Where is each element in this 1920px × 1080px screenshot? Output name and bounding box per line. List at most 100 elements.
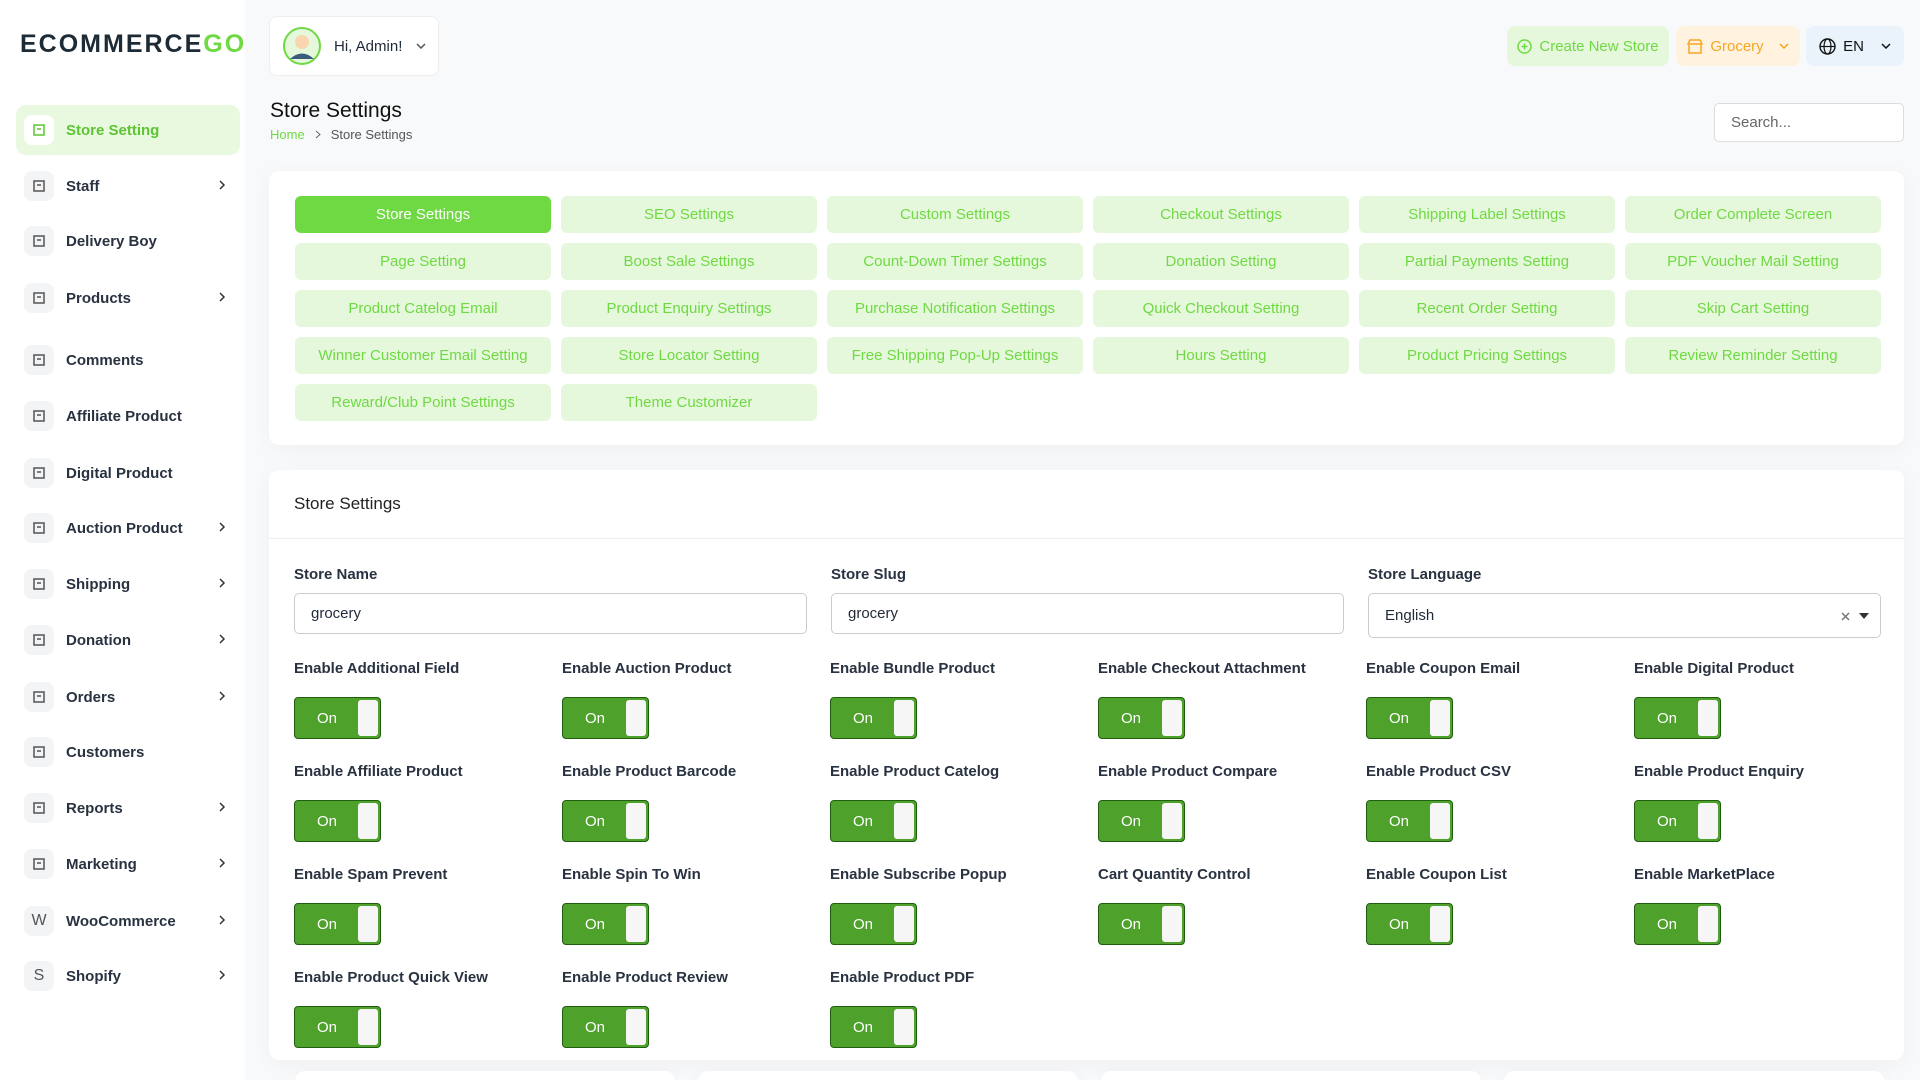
toggle-switch[interactable]: On (294, 1006, 381, 1048)
form-field: Store Language English (1368, 566, 1881, 638)
settings-tab[interactable]: Hours Setting (1093, 337, 1349, 374)
nav-item[interactable]: Donation (16, 615, 240, 665)
field-input[interactable]: grocery (294, 593, 807, 634)
nav-item[interactable]: Orders (16, 672, 240, 722)
toggle-switch[interactable]: On (294, 697, 381, 739)
language-select[interactable]: EN (1806, 26, 1904, 66)
toggle-label: Enable Auction Product (562, 660, 732, 677)
settings-tab[interactable]: Order Complete Screen (1625, 196, 1881, 233)
toggle-switch[interactable]: On (1634, 903, 1721, 945)
form-field: Store Slug grocery (831, 566, 1344, 634)
nav-icon (24, 569, 54, 599)
settings-tab[interactable]: Free Shipping Pop-Up Settings (827, 337, 1083, 374)
toggle-field: Enable Product Catelog On (830, 763, 1084, 842)
settings-tab[interactable]: PDF Voucher Mail Setting (1625, 243, 1881, 280)
toggle-switch[interactable]: On (1634, 800, 1721, 842)
chevron (219, 802, 226, 812)
settings-tab[interactable]: Product Enquiry Settings (561, 290, 817, 327)
create-store-button[interactable]: Create New Store (1507, 26, 1669, 66)
nav-label: Orders (66, 688, 116, 706)
toggle-knob (1162, 700, 1182, 736)
field-input[interactable]: grocery (831, 593, 1344, 634)
nav-icon (24, 793, 54, 823)
search-input[interactable]: Search... (1714, 103, 1904, 142)
nav-icon (24, 345, 54, 375)
toggle-field: Enable Product Review On (562, 969, 816, 1048)
toggle-switch[interactable]: On (1366, 903, 1453, 945)
store-select[interactable]: Grocery (1676, 26, 1800, 66)
toggle-switch[interactable]: On (830, 903, 917, 945)
settings-tab[interactable]: Reward/Club Point Settings (295, 384, 551, 421)
nav-label: Customers (66, 743, 145, 761)
settings-tab[interactable]: Theme Customizer (561, 384, 817, 421)
settings-tab[interactable]: Winner Customer Email Setting (295, 337, 551, 374)
nav-item[interactable]: Shipping (16, 559, 240, 609)
settings-tab[interactable]: Page Setting (295, 243, 551, 280)
nav-item[interactable]: Marketing (16, 839, 240, 889)
settings-tab[interactable]: Boost Sale Settings (561, 243, 817, 280)
field-input[interactable]: English (1368, 593, 1881, 638)
settings-tab[interactable]: Recent Order Setting (1359, 290, 1615, 327)
settings-tab[interactable]: Product Pricing Settings (1359, 337, 1615, 374)
toggle-switch[interactable]: On (1098, 903, 1185, 945)
settings-tab[interactable]: Custom Settings (827, 196, 1083, 233)
toggle-label: Enable Product Compare (1098, 763, 1278, 780)
logo[interactable]: ECOMMERCEGO (20, 30, 246, 59)
toggle-label: Enable Spin To Win (562, 866, 701, 883)
toggle-switch[interactable]: On (562, 800, 649, 842)
toggle-state: On (316, 1019, 337, 1036)
nav-item[interactable]: Customers (16, 727, 240, 777)
nav-item[interactable]: W WooCommerce (16, 896, 240, 946)
toggle-switch[interactable]: On (294, 800, 381, 842)
nav-item[interactable]: S Shopify (16, 951, 240, 1001)
toggle-switch[interactable]: On (830, 800, 917, 842)
toggle-field: Enable Coupon List On (1366, 866, 1620, 945)
toggle-switch[interactable]: On (294, 903, 381, 945)
settings-tab[interactable]: Purchase Notification Settings (827, 290, 1083, 327)
settings-tab[interactable]: Count-Down Timer Settings (827, 243, 1083, 280)
toggle-label: Enable Checkout Attachment (1098, 660, 1306, 677)
nav-item[interactable]: Delivery Boy (16, 216, 240, 266)
settings-tab[interactable]: Product Catelog Email (295, 290, 551, 327)
chevron (219, 180, 226, 190)
settings-tab[interactable]: Store Settings (295, 196, 551, 233)
toggle-state: On (852, 813, 873, 830)
toggle-switch[interactable]: On (562, 903, 649, 945)
settings-tab[interactable]: Skip Cart Setting (1625, 290, 1881, 327)
icon-glyph (33, 802, 45, 814)
settings-tab[interactable]: SEO Settings (561, 196, 817, 233)
nav-item[interactable]: Comments (16, 335, 240, 385)
toggle-knob (358, 906, 378, 942)
toggle-switch[interactable]: On (562, 1006, 649, 1048)
settings-tab[interactable]: Donation Setting (1093, 243, 1349, 280)
nav-item[interactable]: Staff (16, 161, 240, 211)
toggle-field: Enable Additional Field On (294, 660, 548, 739)
nav-item[interactable]: Digital Product (16, 448, 240, 498)
breadcrumb-link[interactable]: Home (270, 127, 305, 142)
settings-tab[interactable]: Store Locator Setting (561, 337, 817, 374)
settings-tab[interactable]: Review Reminder Setting (1625, 337, 1881, 374)
nav-icon: W (24, 906, 54, 936)
settings-tab[interactable]: Quick Checkout Setting (1093, 290, 1349, 327)
toggle-switch[interactable]: On (1634, 697, 1721, 739)
separator (315, 130, 321, 139)
nav-item[interactable]: Auction Product (16, 503, 240, 553)
toggle-switch[interactable]: On (1366, 697, 1453, 739)
nav-item[interactable]: Affiliate Product (16, 391, 240, 441)
user-menu[interactable]: Hi, Admin! (269, 16, 439, 76)
toggle-switch[interactable]: On (1366, 800, 1453, 842)
nav-icon (24, 682, 54, 712)
nav-item[interactable]: Store Setting (16, 105, 240, 155)
toggle-switch[interactable]: On (830, 1006, 917, 1048)
settings-tab[interactable]: Checkout Settings (1093, 196, 1349, 233)
toggle-switch[interactable]: On (562, 697, 649, 739)
toggle-switch[interactable]: On (830, 697, 917, 739)
card (1101, 1071, 1481, 1080)
toggle-state: On (584, 813, 605, 830)
toggle-switch[interactable]: On (1098, 697, 1185, 739)
settings-tab[interactable]: Shipping Label Settings (1359, 196, 1615, 233)
nav-item[interactable]: Reports (16, 783, 240, 833)
settings-tab[interactable]: Partial Payments Setting (1359, 243, 1615, 280)
toggle-switch[interactable]: On (1098, 800, 1185, 842)
nav-item[interactable]: Products (16, 273, 240, 323)
